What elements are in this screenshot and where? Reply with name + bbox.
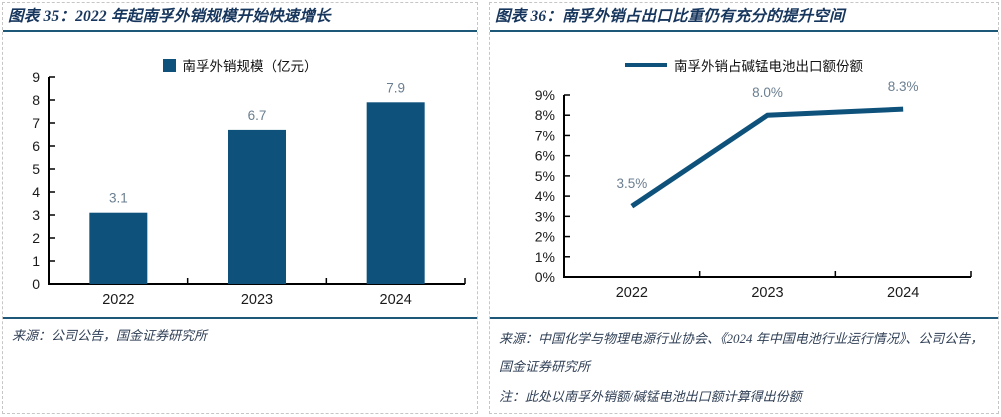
figure-36-legend: 南孚外销占碱锰电池出口额份额 (490, 55, 998, 75)
x-axis-category-label: 2024 (887, 285, 919, 301)
y-axis-tick-label: 9 (32, 69, 40, 85)
y-axis-tick-label: 7 (32, 115, 40, 131)
y-axis-tick-label: 5 (32, 161, 40, 177)
y-axis-tick-label: 4% (535, 188, 555, 204)
bar-chart-canvas: 0 1 2 3 4 5 6 7 8 9 2022 2023 2024 3.1 6.7 7.9 (32, 69, 466, 308)
figure-36-footer: 来源：中国化学与物理电源行业协会、《2024 年中国电池行业运行情况》、公司公告… (490, 317, 998, 411)
line-data-labels: 3.5% 8.0% 8.3% (616, 79, 918, 191)
y-axis-tick-label: 0% (535, 269, 555, 285)
x-axis-category-label: 2022 (616, 285, 648, 301)
x-axis-category-label: 2023 (241, 292, 273, 308)
x-axis-category-label: 2022 (102, 292, 134, 308)
x-axis-category-labels: 2022 2023 2024 (102, 292, 412, 308)
figure-36-note-text: 注：此处以南孚外销额/碱锰电池出口额计算得出份额 (499, 389, 802, 404)
line-chart-canvas: 0% 1% 2% 3% 4% 5% 6% 7% 8% 9% 2022 2023 2024 3.5% 8.0%… (535, 79, 972, 301)
figure-35-legend-label: 南孚外销规模（亿元） (182, 59, 318, 74)
figure-36-panel: 图表 36：南孚外销占出口比重仍有充分的提升空间 南孚外销占碱锰电池出口额份额 … (489, 2, 999, 414)
y-axis-tick-label: 6% (535, 148, 555, 164)
y-axis-tick-label: 1% (535, 249, 555, 265)
x-axis-category-label: 2024 (380, 292, 412, 308)
y-axis-tick-label: 7% (535, 127, 555, 143)
figure-35-chart-region: 南孚外销规模（亿元） 0 1 2 3 4 5 6 7 8 9 2022 2023 2024 3.1 6.7 7… (3, 32, 477, 317)
figure-35-source-text: 来源：公司公告，国金证券研究所 (12, 328, 208, 343)
y-axis-tick-label: 9% (535, 87, 555, 103)
bar-data-labels: 3.1 6.7 7.9 (109, 80, 405, 205)
y-axis-tick-label: 3 (32, 207, 40, 223)
x-axis-category-labels: 2022 2023 2024 (616, 285, 920, 301)
y-axis-tick-label: 1 (32, 253, 40, 269)
bar-series-swatch-icon (162, 58, 176, 72)
line-data-label: 8.0% (752, 85, 783, 100)
line-data-label: 8.3% (888, 79, 919, 94)
y-axis-tick-label: 3% (535, 208, 555, 224)
bar (366, 102, 425, 284)
axes: 0% 1% 2% 3% 4% 5% 6% 7% 8% 9% (535, 87, 972, 285)
bar-data-label: 7.9 (386, 80, 405, 95)
y-axis-tick-label: 6 (32, 138, 40, 154)
y-axis-tick-label: 8 (32, 92, 40, 108)
figure-36-source-text: 来源：中国化学与物理电源行业协会、《2024 年中国电池行业运行情况》、公司公告… (499, 331, 984, 374)
bar (228, 129, 286, 284)
y-axis-tick-label: 8% (535, 107, 555, 123)
trend-line (630, 106, 904, 209)
x-axis-category-label: 2023 (751, 285, 783, 301)
y-axis-tick-label: 5% (535, 168, 555, 184)
figure-35-panel: 图表 35：2022 年起南孚外销规模开始快速增长 南孚外销规模（亿元） 0 1 2… (2, 2, 478, 414)
bar-series (89, 102, 425, 284)
figure-36-legend-label: 南孚外销占碱锰电池出口额份额 (674, 59, 863, 74)
figure-36-chart-region: 南孚外销占碱锰电池出口额份额 0% 1% 2% 3% 4% 5% 6% 7% 8% 9% 2022 2… (490, 32, 998, 317)
figure-35-title: 图表 35：2022 年起南孚外销规模开始快速增长 (3, 3, 477, 32)
figure-35-footer: 来源：公司公告，国金证券研究所 (3, 317, 477, 347)
line-data-label: 3.5% (616, 176, 647, 191)
bar (89, 212, 148, 284)
figure-35-legend: 南孚外销规模（亿元） (3, 55, 477, 75)
bar-data-label: 6.7 (248, 108, 267, 123)
y-axis-tick-label: 4 (32, 184, 40, 200)
figure-36-title: 图表 36：南孚外销占出口比重仍有充分的提升空间 (490, 3, 998, 32)
bar-data-label: 3.1 (109, 191, 128, 206)
y-axis-tick-label: 0 (32, 276, 40, 292)
y-axis-tick-label: 2% (535, 229, 555, 245)
line-series-swatch-icon (625, 63, 667, 67)
y-axis-tick-label: 2 (32, 230, 40, 246)
